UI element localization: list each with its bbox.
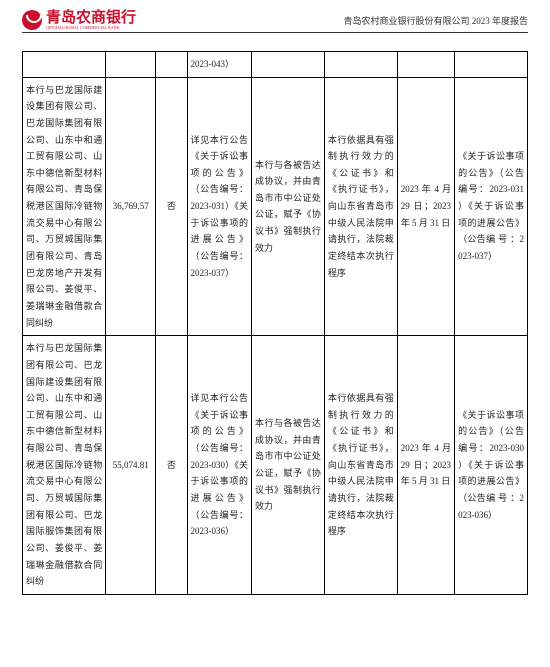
bank-name-en: QINGDAO RURAL COMMERCIAL BANK <box>46 26 136 30</box>
cell-date: 2023 年 4 月 29 日；2023 年 5 月 31 日 <box>397 77 454 336</box>
cell-ref: 《关于诉讼事项的公告》（公告编号：2023-030 ）《关于诉讼事项的进展公告》… <box>455 336 528 595</box>
cell <box>252 52 325 78</box>
cell: 2023-043） <box>187 52 252 78</box>
cell <box>106 52 156 78</box>
page-header: 青岛农商银行 QINGDAO RURAL COMMERCIAL BANK 青岛农… <box>22 10 528 33</box>
cell-flag: 否 <box>156 336 187 595</box>
cell-notice: 详见本行公告《关于诉讼事项的公告》（公告编号：2023-031）《关于诉讼事项的… <box>187 77 252 336</box>
table-row: 本行与巴龙国际建设集团有限公司、巴龙国际集团有限公司、山东中和通工贸有限公司、山… <box>23 77 528 336</box>
logo: 青岛农商银行 QINGDAO RURAL COMMERCIAL BANK <box>22 10 136 30</box>
cell-date: 2023 年 4 月 29 日；2023 年 5 月 31 日 <box>397 336 454 595</box>
cell-case: 本行与巴龙国际建设集团有限公司、巴龙国际集团有限公司、山东中和通工贸有限公司、山… <box>23 77 106 336</box>
cell <box>156 52 187 78</box>
cell <box>23 52 106 78</box>
cell-agree: 本行与各被告达成协议，并由青岛市市中公证处公证，赋予《协议书》强制执行效力 <box>252 336 325 595</box>
page: 青岛农商银行 QINGDAO RURAL COMMERCIAL BANK 青岛农… <box>0 0 550 615</box>
report-title: 青岛农村商业银行股份有限公司 2023 年度报告 <box>343 14 528 27</box>
bank-logo-icon <box>22 10 42 30</box>
cell-agree: 本行与各被告达成协议，并由青岛市市中公证处公证，赋予《协议书》强制执行效力 <box>252 77 325 336</box>
cell-amount: 36,769.57 <box>106 77 156 336</box>
table-row: 2023-043） <box>23 52 528 78</box>
cell <box>324 52 397 78</box>
cell-exec: 本行依据具有强制执行效力的《公证书》和《执行证书》，向山东省青岛市中级人民法院申… <box>324 77 397 336</box>
table-row: 本行与巴龙国际集团有限公司、巴龙国际建设集团有限公司、山东中和通工贸有限公司、山… <box>23 336 528 595</box>
cell-ref: 《关于诉讼事项的公告》（公告编号：2023-031 ）《关于诉讼事项的进展公告》… <box>455 77 528 336</box>
cell-notice: 详见本行公告《关于诉讼事项的公告》（公告编号：2023-030）《关于诉讼事项的… <box>187 336 252 595</box>
cell-flag: 否 <box>156 77 187 336</box>
cell-amount: 55,074.81 <box>106 336 156 595</box>
bank-name-cn: 青岛农商银行 <box>46 10 136 25</box>
cell-exec: 本行依据具有强制执行效力的《公证书》和《执行证书》，向山东省青岛市中级人民法院申… <box>324 336 397 595</box>
cell <box>455 52 528 78</box>
cell-case: 本行与巴龙国际集团有限公司、巴龙国际建设集团有限公司、山东中和通工贸有限公司、山… <box>23 336 106 595</box>
litigation-table: 2023-043） 本行与巴龙国际建设集团有限公司、巴龙国际集团有限公司、山东中… <box>22 51 528 595</box>
cell <box>397 52 454 78</box>
